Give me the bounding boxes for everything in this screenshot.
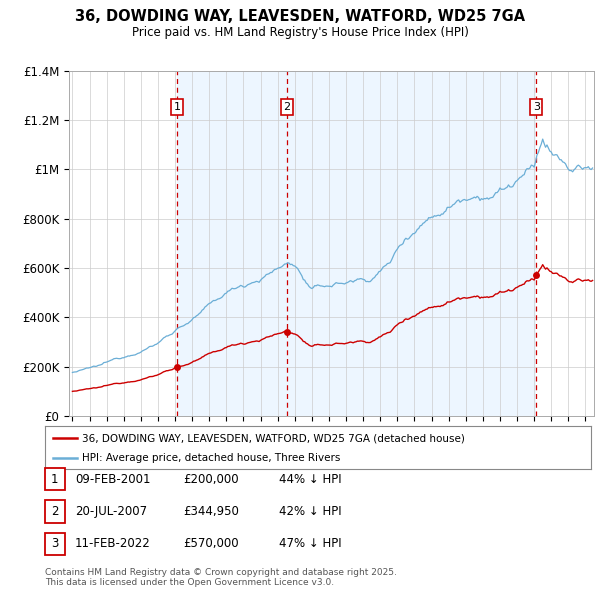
- Text: HPI: Average price, detached house, Three Rivers: HPI: Average price, detached house, Thre…: [82, 453, 341, 463]
- Text: 1: 1: [173, 102, 181, 112]
- Text: 2: 2: [283, 102, 290, 112]
- Text: 3: 3: [51, 537, 59, 550]
- Text: 11-FEB-2022: 11-FEB-2022: [75, 537, 151, 550]
- Text: £200,000: £200,000: [183, 473, 239, 486]
- Text: 20-JUL-2007: 20-JUL-2007: [75, 505, 147, 518]
- Text: 1: 1: [51, 473, 59, 486]
- Text: 42% ↓ HPI: 42% ↓ HPI: [279, 505, 341, 518]
- Text: 36, DOWDING WAY, LEAVESDEN, WATFORD, WD25 7GA: 36, DOWDING WAY, LEAVESDEN, WATFORD, WD2…: [75, 9, 525, 24]
- Text: 2: 2: [51, 505, 59, 518]
- Text: £344,950: £344,950: [183, 505, 239, 518]
- Bar: [177, 71, 287, 416]
- Text: 44% ↓ HPI: 44% ↓ HPI: [279, 473, 341, 486]
- Bar: [287, 71, 536, 416]
- Text: 47% ↓ HPI: 47% ↓ HPI: [279, 537, 341, 550]
- Text: 36, DOWDING WAY, LEAVESDEN, WATFORD, WD25 7GA (detached house): 36, DOWDING WAY, LEAVESDEN, WATFORD, WD2…: [82, 433, 465, 443]
- Text: Price paid vs. HM Land Registry's House Price Index (HPI): Price paid vs. HM Land Registry's House …: [131, 26, 469, 39]
- Text: £570,000: £570,000: [183, 537, 239, 550]
- Text: 09-FEB-2001: 09-FEB-2001: [75, 473, 151, 486]
- Text: Contains HM Land Registry data © Crown copyright and database right 2025.
This d: Contains HM Land Registry data © Crown c…: [45, 568, 397, 587]
- Text: 3: 3: [533, 102, 539, 112]
